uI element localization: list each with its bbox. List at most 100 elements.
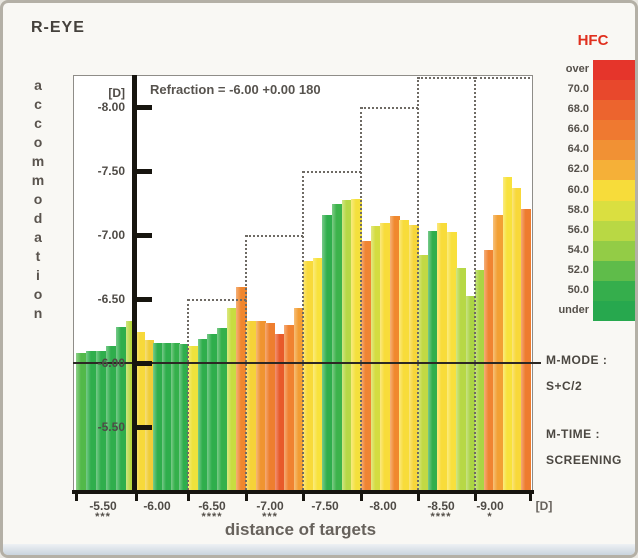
- x-axis-title: distance of targets: [224, 520, 377, 539]
- legend-band-label: 68.0: [567, 103, 589, 116]
- m-mode-value: S+C/2: [546, 379, 583, 393]
- bar: [144, 339, 154, 490]
- bar: [197, 338, 208, 490]
- bar: [446, 232, 457, 490]
- legend-band: [593, 120, 635, 141]
- bar: [370, 226, 381, 490]
- legend-band-label: under: [558, 303, 589, 316]
- stimulus-step: [188, 299, 246, 301]
- x-axis-unit: [D]: [535, 499, 553, 513]
- y-tick-mark: [137, 361, 152, 366]
- legend-band-label: over: [565, 63, 589, 76]
- legend-band: [593, 160, 635, 181]
- m-time-value: SCREENING: [546, 453, 622, 467]
- bar: [96, 351, 107, 490]
- significance-stars: ***: [95, 511, 111, 523]
- bar: [427, 231, 438, 490]
- stimulus-riser: [302, 171, 304, 490]
- significance-stars: ****: [201, 511, 223, 523]
- x-tick-mark: [529, 492, 532, 501]
- bar: [475, 269, 485, 490]
- legend-band-label: 62.0: [567, 163, 589, 176]
- bar: [399, 219, 410, 490]
- bar: [217, 328, 228, 490]
- bar: [126, 320, 137, 490]
- x-tick-label: -5.50: [89, 499, 117, 513]
- legend-band-label: 66.0: [567, 123, 589, 136]
- stimulus-step: [303, 171, 361, 173]
- legend-band: [593, 260, 635, 282]
- legend-band-label: 70.0: [567, 83, 589, 96]
- bar: [86, 351, 97, 490]
- x-tick-label: -7.00: [256, 499, 284, 513]
- bar: [246, 320, 257, 490]
- legend-band: [593, 140, 635, 161]
- stimulus-riser: [360, 107, 362, 490]
- x-tick-mark: [135, 492, 138, 501]
- bar: [389, 215, 400, 490]
- bar: [493, 214, 504, 490]
- legend-band: [593, 100, 635, 121]
- y-tick-mark: [137, 297, 152, 302]
- bar: [502, 177, 513, 490]
- bar: [322, 214, 333, 490]
- legend-band-label: 52.0: [567, 263, 589, 276]
- bar: [303, 260, 314, 490]
- legend-band: [593, 60, 635, 81]
- bar: [312, 258, 323, 490]
- legend-band: [593, 280, 635, 302]
- legend-band: [593, 300, 635, 322]
- bar: [265, 323, 276, 490]
- bar: [153, 342, 163, 490]
- bar: [418, 255, 429, 490]
- bar: [284, 324, 295, 490]
- stimulus-step: [418, 77, 475, 79]
- bar: [236, 287, 247, 490]
- legend-band: [593, 240, 635, 262]
- bar: [437, 223, 448, 490]
- significance-stars: ****: [430, 511, 452, 523]
- bar: [293, 307, 304, 490]
- x-tick-mark: [245, 492, 248, 501]
- y-axis-unit: [D]: [108, 86, 125, 100]
- significance-stars: *: [487, 511, 493, 523]
- bar: [116, 327, 127, 490]
- legend-title: HFC: [577, 32, 609, 49]
- x-tick-mark: [360, 492, 363, 501]
- legend-band-label: 56.0: [567, 223, 589, 236]
- x-tick-label: -8.50: [427, 499, 455, 513]
- legend-band: [593, 180, 635, 202]
- legend-band-label: 54.0: [567, 243, 589, 256]
- y-axis-line: [132, 75, 137, 494]
- bar: [332, 204, 343, 490]
- stimulus-step: [475, 77, 530, 79]
- bar: [380, 223, 391, 490]
- bar: [274, 333, 285, 490]
- x-tick-mark: [474, 492, 477, 501]
- bar: [465, 296, 476, 490]
- bar: [106, 346, 117, 490]
- bar: [76, 352, 87, 490]
- y-tick-label: -7.50: [97, 164, 125, 178]
- bar: [351, 199, 362, 490]
- stimulus-step: [361, 107, 418, 109]
- y-tick-mark: [137, 105, 152, 110]
- legend-band-label: 50.0: [567, 283, 589, 296]
- bar: [179, 343, 189, 490]
- x-tick-label: -8.00: [369, 499, 397, 513]
- significance-stars: ***: [262, 511, 278, 523]
- window-title: R-EYE: [31, 19, 85, 36]
- m-time-label: M-TIME :: [546, 427, 600, 441]
- y-tick-mark: [137, 169, 152, 174]
- y-tick-label: -8.00: [97, 100, 125, 114]
- bar: [361, 241, 372, 490]
- bar: [255, 320, 266, 490]
- bar: [511, 187, 522, 490]
- x-tick-label: -7.50: [311, 499, 339, 513]
- legend-band-label: 58.0: [567, 203, 589, 216]
- legend-band: [593, 80, 635, 101]
- refraction-line: [73, 362, 541, 364]
- y-tick-mark: [137, 233, 152, 238]
- x-tick-label: -9.00: [476, 499, 504, 513]
